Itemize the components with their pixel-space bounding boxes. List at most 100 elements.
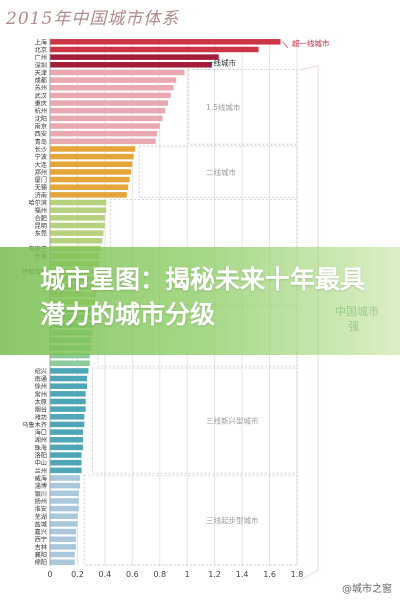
bar: [50, 222, 105, 229]
category-label: 芜湖: [35, 513, 47, 521]
category-label: 昆明: [35, 223, 47, 230]
chart-title: 2015年中国城市体系: [6, 9, 180, 29]
x-tick-label: 0.8: [153, 570, 166, 579]
category-label: 乌鲁木齐: [22, 421, 47, 429]
bar: [50, 467, 82, 474]
bar: [50, 544, 77, 550]
category-label: 北京: [35, 46, 47, 54]
category-label: 中山: [35, 459, 47, 467]
category-label: 徐州: [35, 383, 47, 391]
category-label: 杭州: [35, 107, 47, 115]
category-label: 大连: [35, 161, 48, 169]
category-label: 厦门: [35, 176, 47, 184]
category-label: 南京: [35, 123, 47, 131]
category-label: 常州: [35, 390, 47, 398]
bar: [50, 69, 185, 76]
bar: [50, 161, 133, 168]
tier-bracket: [92, 367, 298, 474]
category-label: 无锡: [35, 184, 47, 192]
x-tick-label: 0: [47, 570, 52, 579]
category-label: 珠海: [35, 444, 47, 452]
bar: [50, 429, 83, 435]
bar: [50, 192, 127, 198]
bar: [50, 406, 86, 412]
category-label: 潍坊: [35, 413, 47, 421]
x-tick-label: 1.8: [291, 570, 304, 579]
headline-banner: [0, 247, 400, 355]
category-label: 宁波: [35, 153, 47, 161]
bar: [50, 54, 219, 60]
bar: [50, 551, 75, 558]
bar: [50, 184, 129, 190]
tier-bracket: [138, 145, 298, 199]
category-label: 兰州: [35, 467, 47, 475]
bar: [50, 375, 88, 382]
bar: [50, 383, 88, 389]
category-label: 烟台: [35, 406, 47, 414]
bar: [50, 421, 85, 428]
bar: [50, 528, 77, 535]
tier-bracket: [188, 69, 298, 145]
bar: [50, 153, 134, 160]
category-label: 海口: [35, 429, 47, 437]
category-label: 威海: [35, 475, 47, 483]
category-label: 成都: [35, 77, 47, 85]
bar: [50, 482, 81, 489]
category-label: 东莞: [35, 230, 47, 238]
bar: [50, 207, 107, 213]
bar: [50, 84, 174, 91]
category-label: 襄阳: [35, 551, 47, 559]
category-label: 银川: [35, 490, 47, 498]
watermark: @城市之窗: [342, 584, 392, 595]
tier-bracket: [83, 474, 298, 566]
category-label: 武汉: [35, 92, 47, 100]
category-label: 湖州: [35, 436, 47, 444]
x-tick-label: 1.2: [208, 570, 221, 579]
bar: [50, 215, 105, 221]
category-label: 绵阳: [35, 559, 47, 567]
category-label: 淄博: [35, 482, 47, 490]
bar: [50, 360, 90, 366]
category-label: 广州: [35, 54, 47, 62]
bar: [50, 490, 79, 497]
tier-label: 三线起步型城市: [206, 515, 259, 525]
bar: [50, 391, 86, 397]
category-label: 淮安: [35, 505, 47, 513]
bar: [50, 107, 166, 114]
bar: [50, 138, 156, 145]
bar: [50, 352, 90, 359]
category-label: 嘉兴: [35, 528, 47, 536]
category-label: 合肥: [35, 214, 47, 222]
bar: [50, 521, 78, 527]
headline: 城市星图：揭秘未来十年最具潜力的城市分级: [40, 265, 366, 329]
category-label: 南通: [35, 375, 47, 383]
bar: [50, 115, 163, 122]
category-label: 吉林: [35, 543, 47, 551]
category-label: 长沙: [35, 145, 47, 153]
bar: [50, 100, 169, 106]
tier-label: 1.5线城市: [206, 102, 241, 112]
tier-label: 一线城市: [206, 57, 236, 67]
category-label: 盐城: [35, 520, 47, 528]
category-label: 济南: [35, 191, 47, 199]
bar: [50, 536, 77, 542]
category-label: 青岛: [35, 138, 47, 146]
bar: [50, 46, 259, 53]
category-label: 西宁: [35, 536, 47, 544]
bar: [50, 62, 212, 68]
bar: [50, 176, 130, 183]
category-label: 沈阳: [35, 115, 47, 123]
bar: [50, 498, 79, 504]
x-tick-label: 0.6: [126, 570, 139, 579]
category-label: 深圳: [35, 61, 47, 69]
bar: [50, 130, 158, 137]
bar: [50, 436, 83, 443]
category-label: 郑州: [35, 168, 47, 176]
bar: [50, 475, 81, 481]
bar: [50, 92, 171, 99]
bar: [50, 398, 86, 405]
category-label: 绍兴: [35, 367, 47, 375]
bar: [50, 39, 281, 45]
bar: [50, 452, 82, 458]
category-label: 扬州: [35, 497, 47, 505]
